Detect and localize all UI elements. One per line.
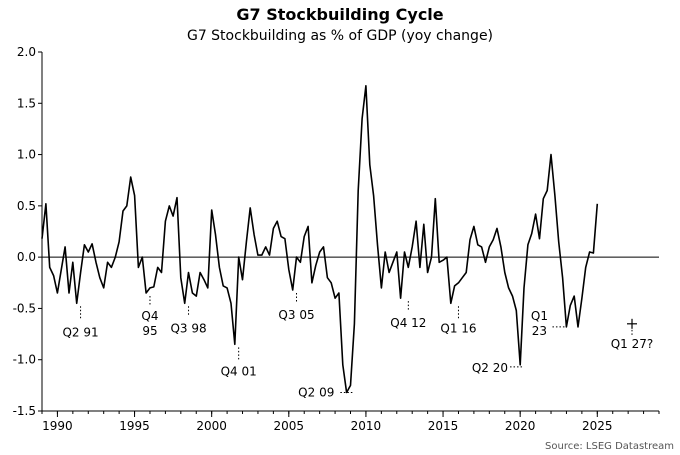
annotation-label: Q2 20 [472, 361, 508, 375]
chart-subtitle: G7 Stockbuilding as % of GDP (yoy change… [187, 28, 493, 44]
annotation-label: Q1 16 [440, 321, 476, 335]
x-tick-label: 2000 [196, 419, 227, 433]
annotation-line: Q2 20 [472, 361, 508, 375]
annotation-line: Q1 27? [611, 337, 654, 351]
series-group [41, 85, 599, 394]
annotation-line: Q1 [531, 309, 548, 323]
annotation-line: Q2 09 [298, 386, 334, 400]
annotation-line: 95 [142, 324, 157, 338]
annotation-line: 23 [532, 324, 547, 338]
y-tick-label: 0.5 [17, 199, 36, 213]
axes: -1.5 -1.0 -0.5 0.0 0.5 1.0 1.5 2.0 1990 1995 2000 2… [13, 45, 660, 433]
x-tick-label: 2015 [428, 419, 459, 433]
annotation-label: Q1 27? [611, 337, 654, 351]
annotation-line: Q3 98 [170, 321, 206, 335]
x-tick-label: 1995 [119, 419, 150, 433]
x-tick-label: 2010 [351, 419, 382, 433]
y-tick-label: -1.5 [13, 404, 36, 418]
annotation-line: Q4 01 [221, 364, 257, 378]
annotation-line: Q4 12 [390, 316, 426, 330]
annotation-label: Q2 91 [62, 325, 98, 339]
annotation-label: Q3 98 [170, 321, 206, 335]
annotation-line: Q1 16 [440, 321, 476, 335]
x-tick-label: 2005 [274, 419, 305, 433]
y-tick-label: 1.0 [17, 148, 36, 162]
y-tick-label: -0.5 [13, 301, 36, 315]
y-tick-label: 1.5 [17, 96, 36, 110]
annotation-label: Q4 01 [221, 364, 257, 378]
y-tick-label: -1.0 [13, 353, 36, 367]
y-tick-label: 2.0 [17, 45, 36, 59]
annotation-label: Q3 05 [278, 308, 314, 322]
source-note: Source: LSEG Datastream [545, 441, 674, 452]
annotation-label: Q1 23 [531, 309, 548, 338]
annotations-group: Q2 91 Q4 95 Q3 98 Q4 01 Q3 05 Q4 12 Q1 16 Q2 09 Q… [62, 292, 654, 400]
annotation-label: Q4 12 [390, 316, 426, 330]
chart-title: G7 Stockbuilding Cycle [236, 5, 443, 24]
annotation-line: Q2 91 [62, 325, 98, 339]
y-tick-label: 0.0 [17, 250, 36, 264]
series-line [41, 85, 599, 394]
x-tick-label: 2020 [505, 419, 536, 433]
x-tick-label: 1990 [42, 419, 73, 433]
x-tick-label: 2025 [582, 419, 613, 433]
annotation-label: Q4 95 [141, 309, 158, 338]
annotation-line: Q3 05 [278, 308, 314, 322]
annotation-line: Q4 [141, 309, 158, 323]
annotation-label: Q2 09 [298, 386, 334, 400]
